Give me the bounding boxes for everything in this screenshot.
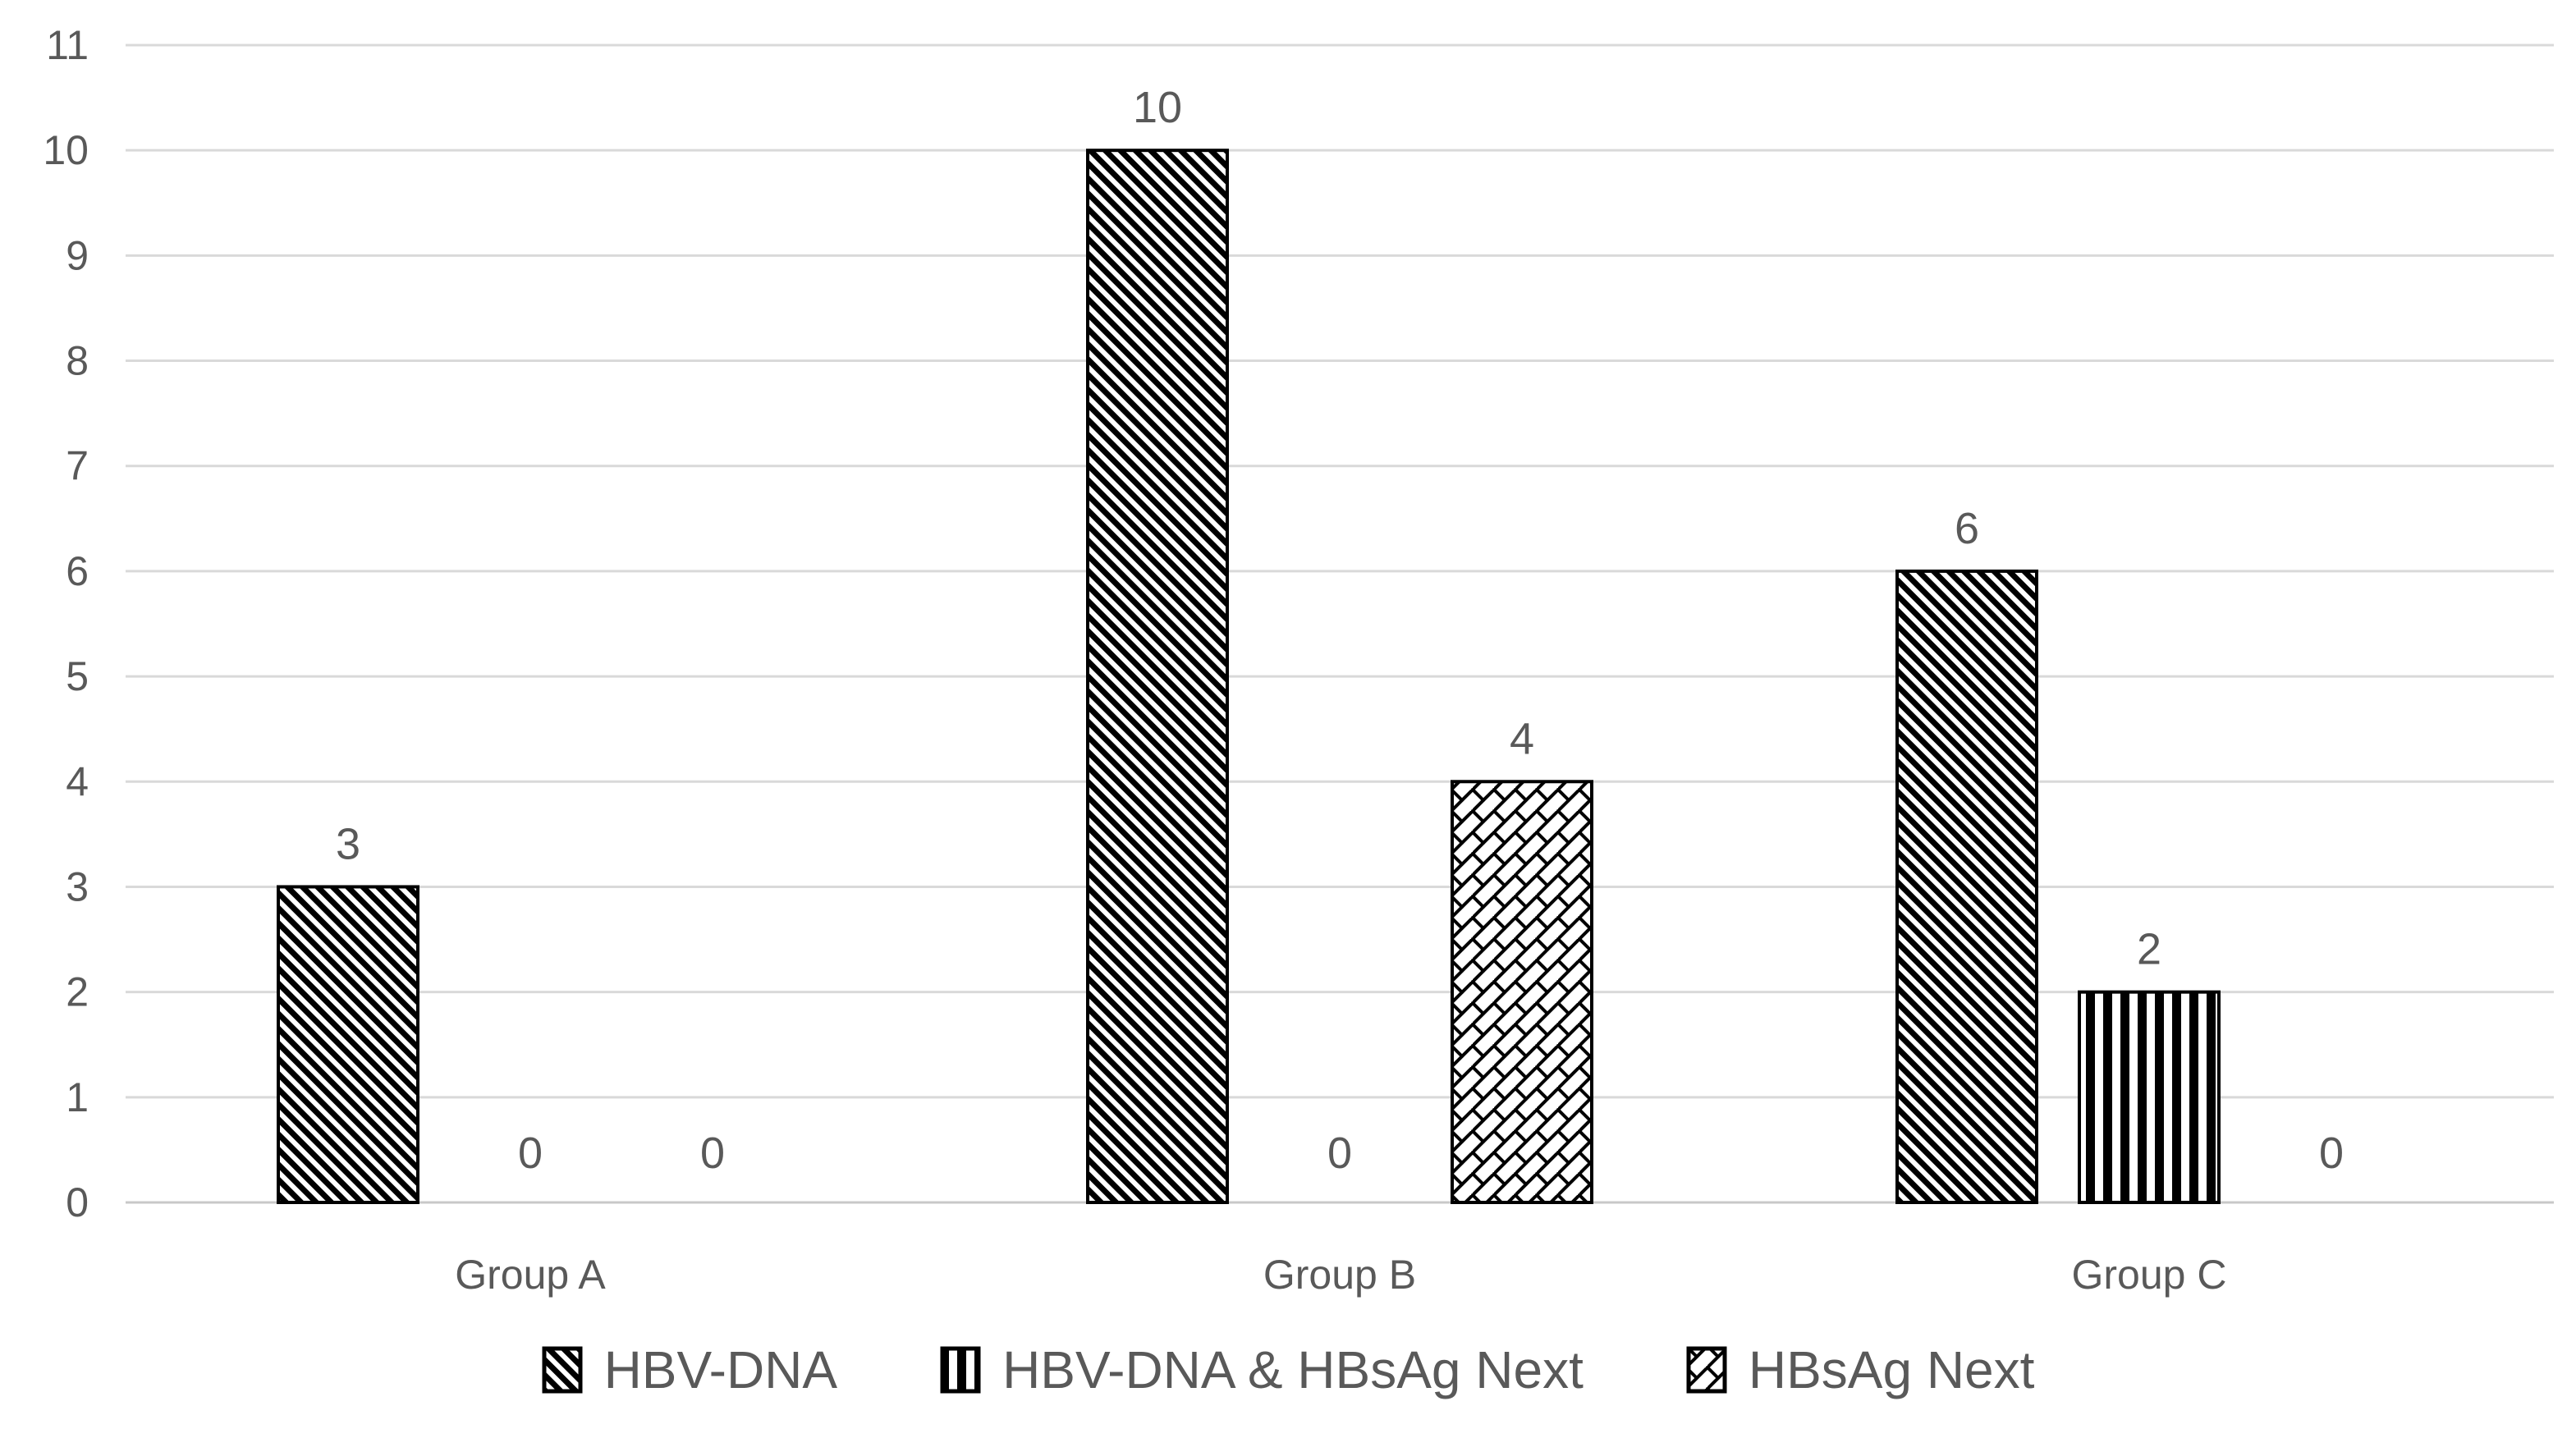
- y-tick-label: 10: [43, 127, 89, 173]
- bar-GroupB-HBsAg-Next: [1451, 780, 1593, 1204]
- data-label: 0: [2319, 1129, 2344, 1178]
- y-tick-label: 11: [46, 22, 89, 68]
- bar-GroupC-HBV-DNA-HBsAg-Next: [2078, 990, 2221, 1204]
- y-tick-label: 4: [66, 758, 89, 804]
- category-labels: Group A Group B Group C: [455, 1252, 2226, 1298]
- category-label: Group A: [455, 1252, 606, 1298]
- legend-item-hbsag-next: HBsAg Next: [1686, 1340, 2035, 1400]
- y-tick-label: 2: [66, 969, 89, 1015]
- data-label: 4: [1510, 714, 1534, 763]
- legend-item-hbv-dna-and-hbsag-next: HBV-DNA & HBsAg Next: [940, 1340, 1584, 1400]
- data-label: 2: [2137, 925, 2161, 974]
- gridlines: [126, 44, 2554, 1204]
- legend-label-hbsag-next: HBsAg Next: [1748, 1340, 2035, 1399]
- bar-GroupC-HBV-DNA: [1895, 569, 2038, 1204]
- data-label: 10: [1133, 83, 1182, 132]
- legend-swatch-downward-diagonal-icon: [542, 1346, 583, 1394]
- bar-GroupB-HBV-DNA: [1086, 149, 1229, 1205]
- chart-legend: HBV-DNA HBV-DNA & HBsAg Next HBsAg Next: [0, 1340, 2576, 1400]
- data-label: 3: [336, 819, 360, 868]
- legend-label-hbv-dna-and-hbsag-next: HBV-DNA & HBsAg Next: [1002, 1340, 1584, 1399]
- y-tick-label: 5: [66, 653, 89, 699]
- y-axis-tick-labels: 0 1 2 3 4 5 6 7 8 9 10 11: [43, 22, 89, 1225]
- y-tick-label: 8: [66, 338, 89, 384]
- legend-label-hbv-dna: HBV-DNA: [603, 1340, 838, 1399]
- y-tick-label: 0: [66, 1179, 89, 1225]
- bars: [277, 149, 2221, 1205]
- legend-swatch-vertical-stripes-icon: [940, 1346, 981, 1394]
- bar-GroupA-HBV-DNA: [277, 885, 419, 1205]
- data-labels: 3 0 0 10 0 4 6 2 0: [336, 83, 2344, 1178]
- legend-swatch-diagonal-brick-icon: [1686, 1346, 1727, 1394]
- y-tick-label: 3: [66, 863, 89, 909]
- data-label: 6: [1955, 504, 1979, 553]
- data-label: 0: [700, 1129, 725, 1178]
- data-label: 0: [1327, 1129, 1352, 1178]
- y-tick-label: 7: [66, 443, 89, 489]
- legend-item-hbv-dna: HBV-DNA: [542, 1340, 838, 1400]
- category-label: Group C: [2072, 1252, 2227, 1298]
- y-tick-label: 6: [66, 548, 89, 594]
- data-label: 0: [518, 1129, 543, 1178]
- category-label: Group B: [1263, 1252, 1416, 1298]
- y-tick-label: 1: [66, 1074, 89, 1120]
- y-tick-label: 9: [66, 232, 89, 278]
